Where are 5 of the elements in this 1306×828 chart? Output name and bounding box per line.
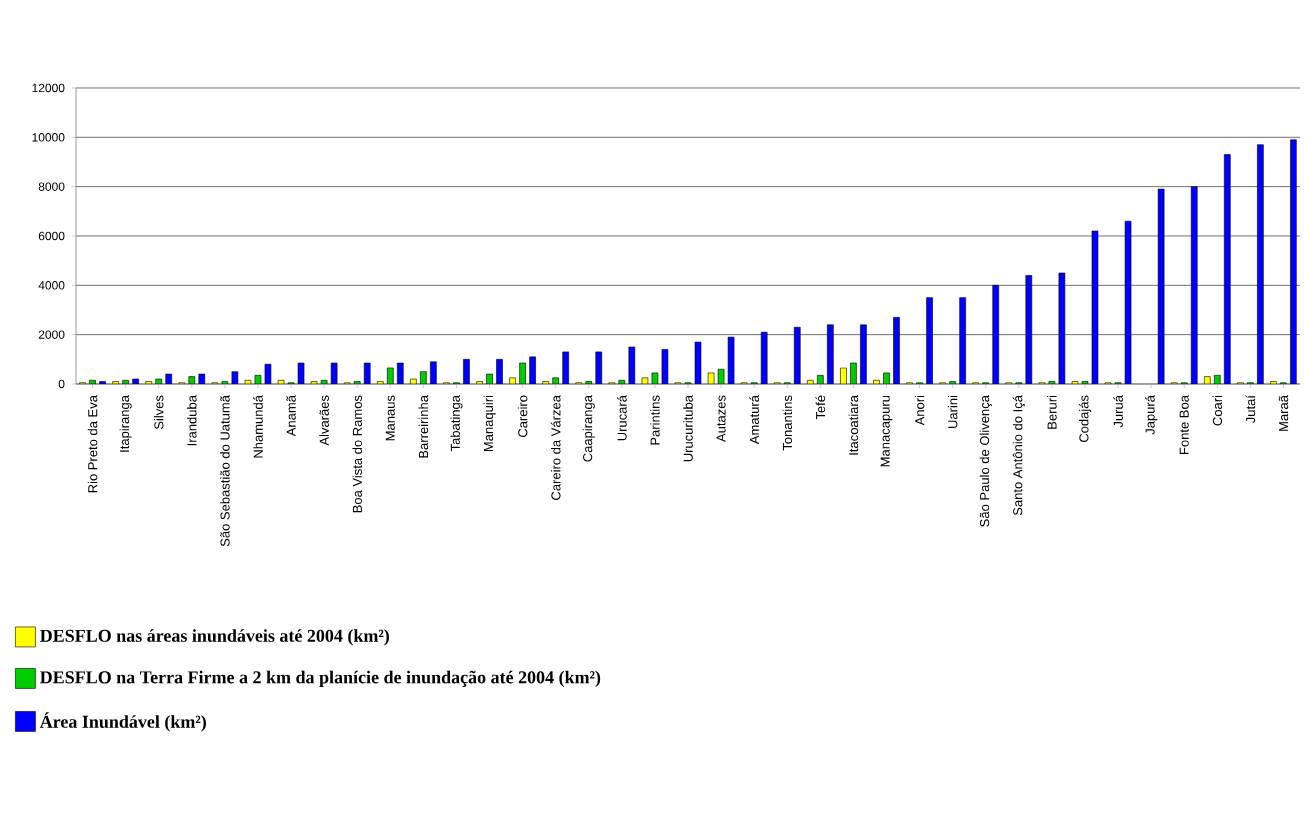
legend-label: DESFLO nas áreas inundáveis até 2004 (km²): [40, 629, 389, 646]
legend-label: Área Inundável (km²): [39, 712, 206, 732]
bar: [1290, 139, 1297, 384]
legend-label: DESFLO na Terra Firme a 2 km da planície de inundação até 2004 (km²): [40, 670, 601, 688]
bar: [1157, 188, 1165, 384]
